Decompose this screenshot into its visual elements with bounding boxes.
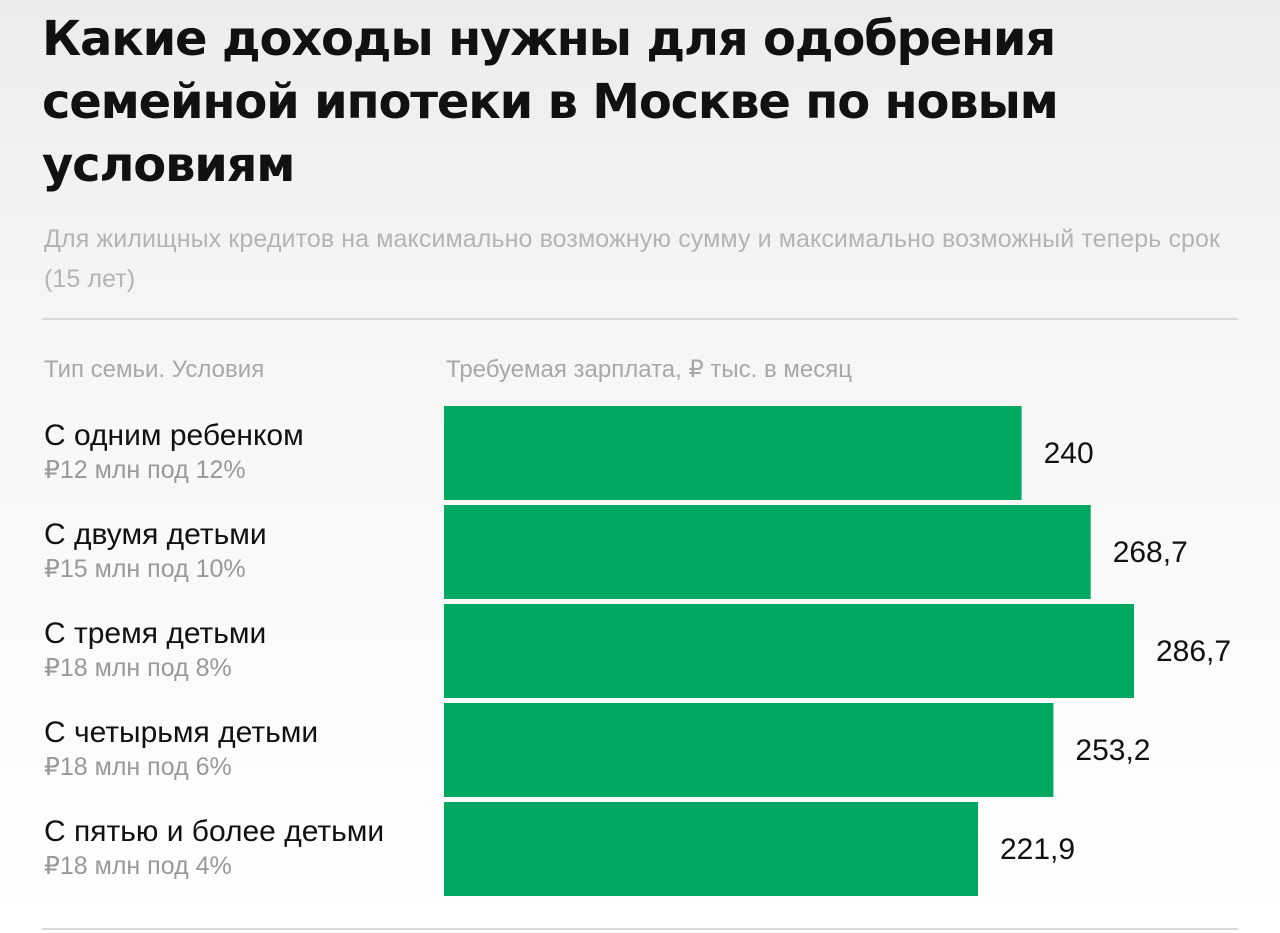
bar-1 <box>444 505 1091 599</box>
bar-value-label-4: 221,9 <box>1000 833 1075 866</box>
chart-subtitle: Для жилищных кредитов на максимально воз… <box>44 225 1221 293</box>
bottom-divider <box>42 928 1238 930</box>
family-column-header: Тип семьи. Условия <box>44 356 265 383</box>
row-label-four-children: С четырьмя детьми ₽18 млн под 6% <box>44 715 444 783</box>
row-label-one-child: С одним ребенком ₽12 млн под 12% <box>44 418 444 486</box>
bar-3 <box>444 703 1054 797</box>
row-label-five-plus-children: С пятью и более детьми ₽18 млн под 4% <box>44 814 444 882</box>
row-family-type: С тремя детьми <box>44 617 267 650</box>
row-family-type: С четырьмя детьми <box>44 716 319 749</box>
row-family-type: С пятью и более детьми <box>44 815 385 848</box>
row-loan-conditions: ₽18 млн под 4% <box>44 852 232 880</box>
row-family-type: С двумя детьми <box>44 518 267 551</box>
bar-value-label-2: 286,7 <box>1156 635 1231 668</box>
row-loan-conditions: ₽18 млн под 6% <box>44 753 232 781</box>
row-loan-conditions: ₽18 млн под 8% <box>44 654 232 682</box>
salary-column-header: Требуемая зарплата, ₽ тыс. в месяц <box>446 356 852 383</box>
bar-value-label-1: 268,7 <box>1113 536 1188 569</box>
bar-2 <box>444 604 1134 698</box>
bar-0 <box>444 406 1022 500</box>
salary-bar-chart: 240 268,7 286,7 253,2 221,9 <box>444 406 1231 896</box>
bar-value-label-0: 240 <box>1044 437 1094 470</box>
bar-value-label-3: 253,2 <box>1075 734 1150 767</box>
row-loan-conditions: ₽15 млн под 10% <box>44 555 246 583</box>
row-family-type: С одним ребенком <box>44 419 304 452</box>
bar-4 <box>444 802 978 896</box>
chart-title: Какие доходы нужны для одобрения семейно… <box>42 11 1059 193</box>
row-label-two-children: С двумя детьми ₽15 млн под 10% <box>44 517 444 585</box>
row-label-three-children: С тремя детьми ₽18 млн под 8% <box>44 616 444 684</box>
top-divider <box>42 318 1238 320</box>
row-loan-conditions: ₽12 млн под 12% <box>44 456 246 484</box>
